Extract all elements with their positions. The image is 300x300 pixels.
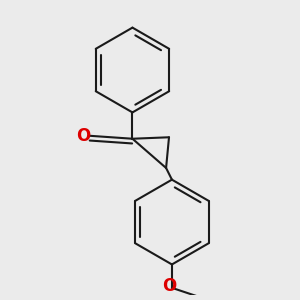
- Text: O: O: [76, 127, 91, 145]
- Text: O: O: [162, 278, 176, 296]
